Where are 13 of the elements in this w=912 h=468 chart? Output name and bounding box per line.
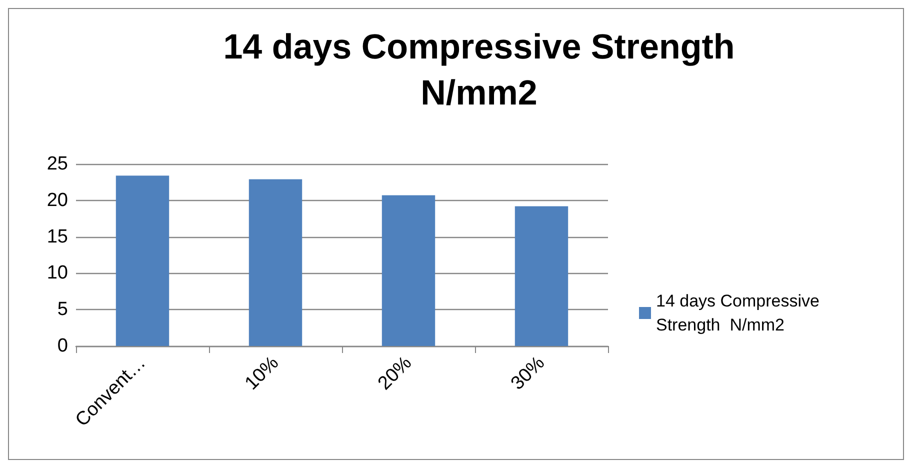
y-tick-label: 5	[57, 299, 68, 320]
y-tick-label: 0	[57, 336, 68, 356]
bar	[382, 195, 436, 346]
chart-title: 14 days Compressive Strength N/mm2	[223, 28, 735, 112]
legend-label: 14 days Compressive Strength N/mm2	[656, 292, 820, 334]
bar	[248, 179, 302, 346]
y-tick-label: 10	[46, 262, 68, 284]
y-tick-label: 25	[46, 154, 68, 174]
bar	[116, 176, 170, 346]
bar	[514, 206, 568, 346]
y-tick-label: 15	[46, 226, 68, 248]
y-tick-label: 20	[46, 190, 68, 211]
x-tick-label: 30%	[507, 352, 550, 394]
